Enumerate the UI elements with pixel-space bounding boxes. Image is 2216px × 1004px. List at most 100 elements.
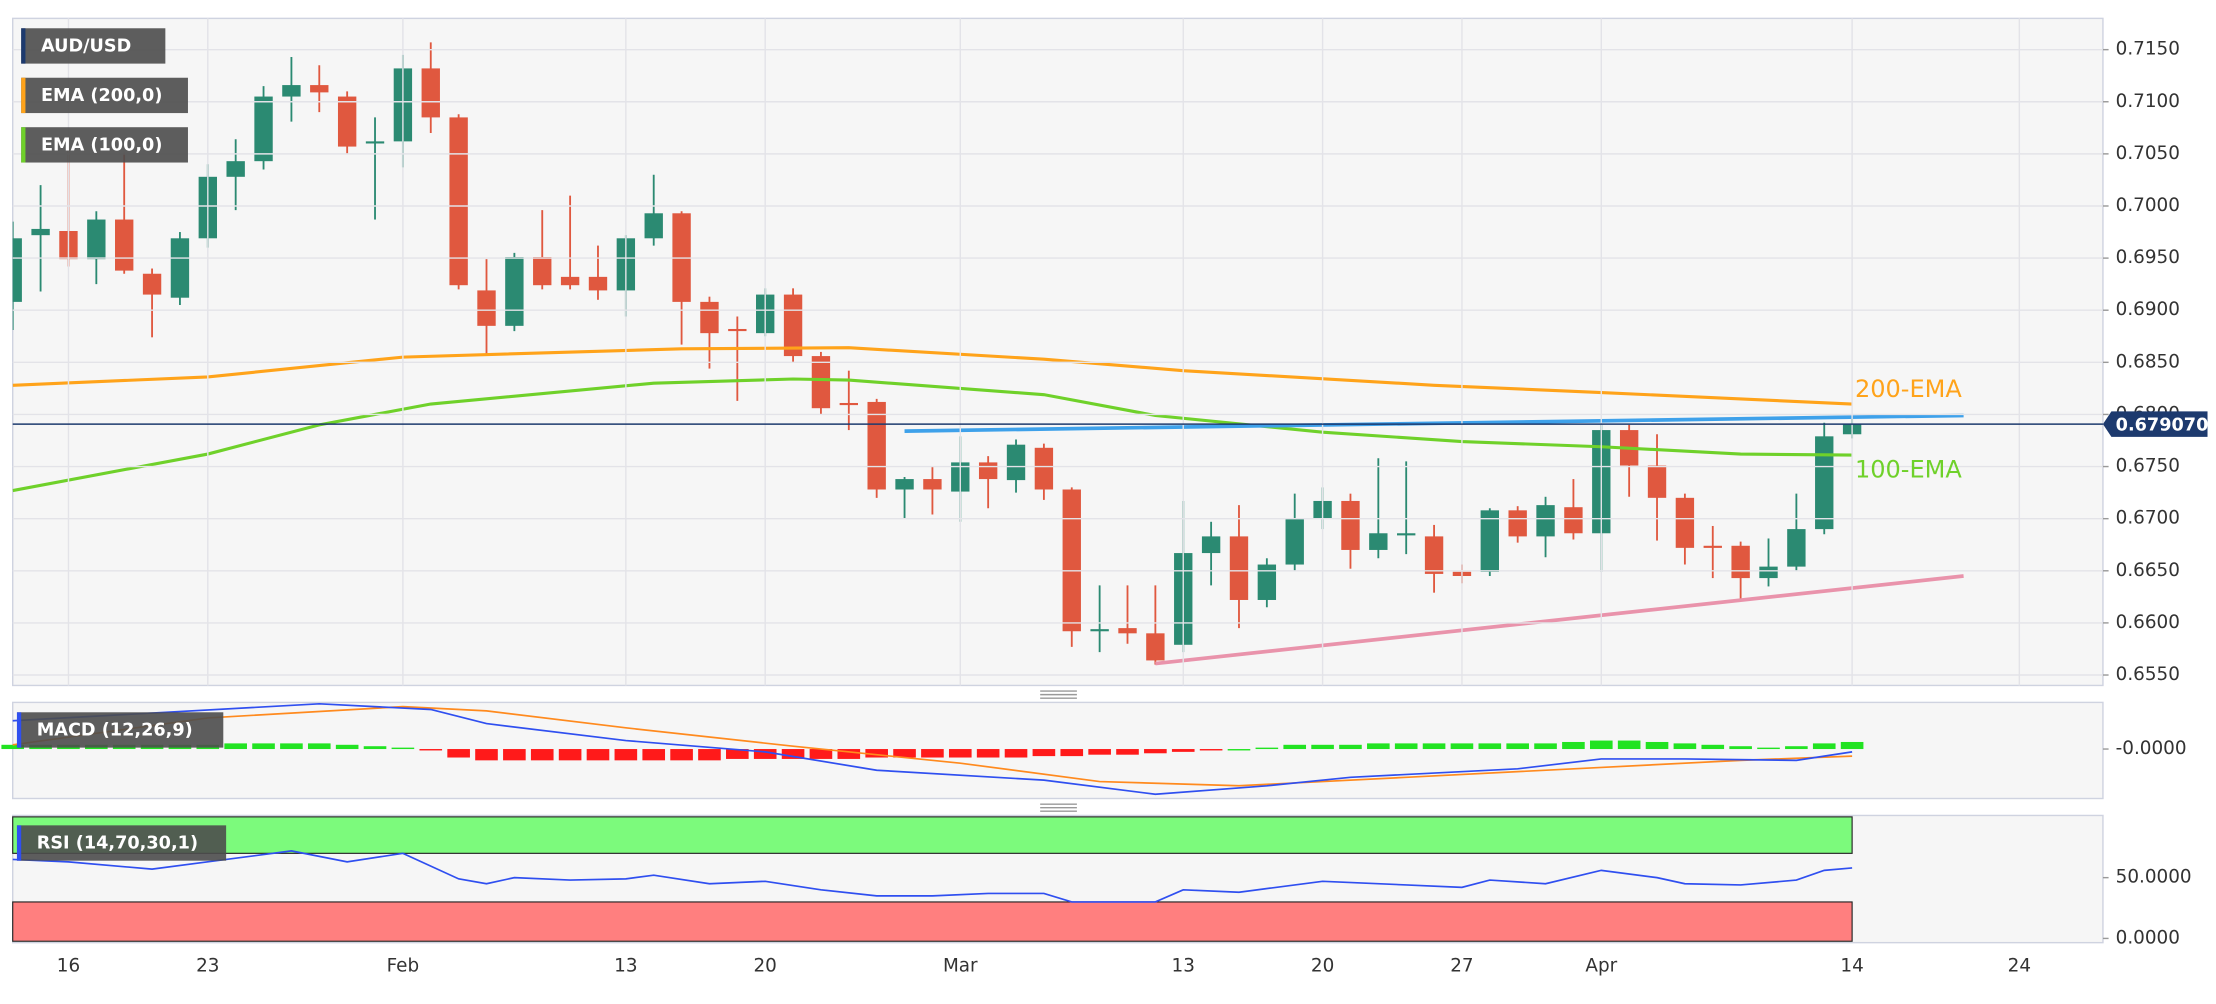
histogram-bar	[1422, 743, 1446, 750]
candle-body	[1424, 536, 1444, 574]
histogram-bar	[1673, 743, 1697, 750]
candle-body	[1787, 529, 1806, 567]
histogram-bar	[475, 749, 498, 761]
candle-body	[1146, 633, 1165, 661]
histogram-bar	[698, 749, 721, 761]
ema-label: 100-EMA	[1855, 456, 1962, 484]
candle-body	[923, 479, 942, 490]
oversold-band	[12, 901, 1853, 942]
histogram-bar	[1, 744, 25, 750]
x-tick-label: 14	[1840, 956, 1863, 977]
legend-label: AUD/USD	[41, 37, 131, 57]
histogram-bar	[1701, 744, 1725, 750]
candle-body	[115, 219, 134, 271]
trend-line	[1155, 574, 1964, 666]
legend-box	[21, 28, 166, 64]
histogram-bar	[419, 749, 443, 751]
x-tick-label: Apr	[1585, 956, 1617, 977]
histogram-bar	[726, 749, 749, 759]
candle-body	[533, 257, 552, 286]
y-tick-label: 0.6850	[2116, 351, 2180, 372]
macd-line	[12, 702, 1853, 796]
histogram-bar	[363, 746, 387, 750]
candle-body	[588, 276, 608, 291]
candle-body	[1397, 533, 1416, 536]
y-tick-label: 0.0000	[2116, 927, 2180, 948]
candle-body	[449, 117, 468, 286]
candle-body	[337, 96, 357, 147]
candle-body	[87, 219, 106, 260]
rsi-line	[12, 850, 1853, 903]
histogram-bar	[1785, 746, 1808, 750]
histogram-bar	[1060, 749, 1084, 757]
histogram-bar	[809, 749, 833, 759]
legend-swatch	[21, 127, 26, 163]
histogram-bar	[837, 749, 861, 759]
histogram-bar	[1339, 744, 1362, 750]
y-tick-label: 50.0000	[2116, 867, 2192, 888]
panel-handle[interactable]	[1040, 803, 1077, 812]
legend-entry: EMA (100,0)	[21, 127, 188, 163]
candle-body	[1731, 545, 1750, 579]
histogram-bar	[1144, 749, 1167, 754]
x-tick-label: Mar	[943, 956, 978, 977]
x-tick-label: Feb	[387, 956, 420, 977]
candle-body	[505, 257, 524, 326]
legend-swatch	[21, 28, 26, 64]
legend-box	[16, 712, 224, 748]
histogram-bar	[1171, 749, 1195, 752]
candle-body	[1508, 510, 1527, 537]
histogram-bar	[252, 743, 275, 750]
histogram-bar	[447, 749, 470, 758]
histogram-bar	[1255, 747, 1279, 750]
y-tick-label: 0.7000	[2116, 195, 2180, 216]
histogram-bar	[280, 743, 303, 750]
candle-body	[1229, 536, 1249, 600]
histogram-bar	[1032, 749, 1056, 757]
candle-body	[1480, 510, 1499, 572]
candle-body	[170, 238, 190, 298]
candle-body	[1062, 489, 1081, 632]
candle-body	[1536, 505, 1555, 537]
y-tick-label: 0.6750	[2116, 456, 2180, 477]
candle-body	[31, 228, 50, 236]
histogram-bar	[1757, 747, 1780, 750]
candle-body	[1341, 500, 1360, 550]
histogram-bar	[614, 749, 638, 761]
histogram-bar	[1004, 749, 1028, 758]
legend-label: RSI (14,70,30,1)	[37, 834, 198, 854]
histogram-bar	[307, 743, 331, 750]
x-tick-label: 23	[196, 956, 219, 977]
legend-entry: MACD (12,26,9)	[16, 712, 224, 748]
histogram-bar	[335, 744, 359, 750]
candle-body	[978, 462, 998, 480]
histogram-bar	[948, 749, 972, 758]
y-tick-label: 0.7050	[2116, 143, 2180, 164]
candle-body	[1257, 564, 1277, 600]
legend-label: MACD (12,26,9)	[37, 721, 193, 741]
legend-box	[16, 825, 227, 861]
y-tick-label: 0.6950	[2116, 247, 2180, 268]
histogram-bar	[1645, 741, 1669, 750]
histogram-bar	[1534, 743, 1557, 750]
last-price-tag	[2102, 411, 2208, 437]
trend-line	[904, 413, 1964, 433]
panel-handle[interactable]	[1040, 690, 1077, 699]
candle-body	[12, 238, 22, 302]
candle-body	[1118, 628, 1137, 634]
legend-box	[21, 127, 188, 163]
histogram-bar	[1088, 749, 1111, 755]
histogram-bar	[1812, 743, 1836, 750]
candle-body	[1815, 436, 1834, 530]
histogram-bar	[1199, 749, 1223, 751]
histogram-bar	[1227, 749, 1251, 751]
legend-swatch	[16, 825, 22, 861]
x-tick-label: 20	[754, 956, 777, 977]
candle-body	[839, 402, 858, 406]
legend-box	[21, 77, 188, 114]
x-tick-label: 24	[2008, 956, 2031, 977]
ema-line	[12, 377, 1853, 493]
histogram-bar	[1478, 743, 1502, 750]
histogram-bar	[224, 743, 247, 750]
